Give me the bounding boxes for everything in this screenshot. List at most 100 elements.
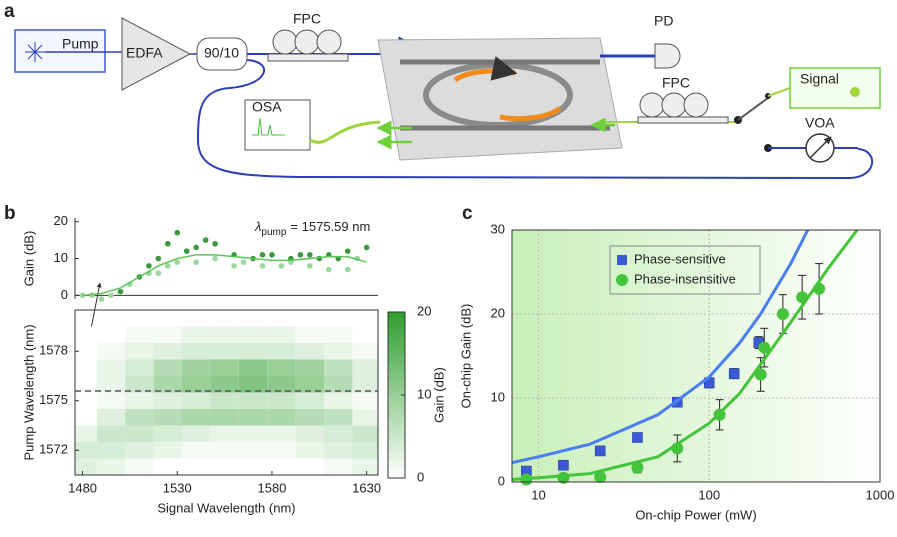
heatmap-cell <box>75 343 97 360</box>
legend-marker <box>617 255 627 265</box>
heatmap-cell <box>75 425 97 442</box>
heatmap-cell <box>153 376 182 393</box>
heatmap-cell <box>324 442 353 459</box>
heatmap-cell <box>125 442 154 459</box>
point <box>193 259 199 265</box>
legend-box <box>609 245 761 295</box>
heatmap-cell <box>352 425 378 442</box>
heatmap-cell <box>153 326 182 343</box>
osa-label: OSA <box>252 99 282 115</box>
heatmap-cell <box>267 326 296 343</box>
heatmap-cell <box>125 343 154 360</box>
heatmap-cell <box>295 458 325 475</box>
heatmap-cell <box>238 343 268 360</box>
heatmap-cell <box>210 392 239 409</box>
heatmap-cell <box>295 359 325 376</box>
annotation-symbol: λ <box>254 219 261 234</box>
panel-label: a <box>4 1 15 22</box>
heatmap-cell <box>324 376 353 393</box>
heatmap-cell <box>153 359 182 376</box>
point <box>594 470 607 483</box>
y-tick-label: 1578 <box>39 343 68 358</box>
point <box>307 263 313 269</box>
x-axis-label: Signal Wavelength (nm) <box>157 500 295 515</box>
fpc-label: FPC <box>662 75 690 91</box>
heatmap-cell <box>267 376 296 393</box>
heatmap-cell <box>295 326 325 343</box>
heatmap-cell <box>324 343 353 360</box>
y-tick-label: 20 <box>491 305 505 320</box>
heatmap-cell <box>75 442 97 459</box>
plot-background <box>512 230 880 482</box>
heatmap-cell <box>210 409 239 426</box>
heatmap-cell <box>295 409 325 426</box>
heatmap-cell <box>267 425 296 442</box>
heatmap-cell <box>295 425 325 442</box>
heatmap-cell <box>96 326 126 343</box>
point <box>98 296 105 302</box>
plot-frame <box>74 309 379 476</box>
coupler-label: 90/10 <box>204 45 239 61</box>
heatmap-cell <box>352 409 378 426</box>
colorbar-tick-label: 0 <box>417 469 424 484</box>
y-axis-label: On-chip Gain (dB) <box>458 304 473 409</box>
heatmap-cell <box>153 458 182 475</box>
heatmap-cell <box>295 442 325 459</box>
heatmap-cell <box>352 458 378 475</box>
setup-diagram: Pump EDFA 90/10 FPC PD OSA FPC S <box>14 11 881 180</box>
heatmap-cell <box>125 392 154 409</box>
heatmap-cell <box>267 359 296 376</box>
point <box>325 266 332 273</box>
colorbar-label: Gain (dB) <box>431 367 446 423</box>
heatmap-cell <box>181 442 211 459</box>
point <box>307 252 313 258</box>
fit-line <box>512 230 859 481</box>
pump-label: Pump <box>62 36 99 52</box>
heatmap-cell <box>238 458 268 475</box>
heatmap-cell <box>267 442 296 459</box>
annotation-subscript: pump <box>261 227 286 238</box>
point <box>202 237 209 243</box>
heatmap-cell <box>324 458 353 475</box>
heatmap-cell <box>210 376 239 393</box>
point <box>146 263 152 269</box>
heatmap-cell <box>125 425 154 442</box>
point <box>269 252 275 258</box>
x-tick-label: 1000 <box>866 487 895 502</box>
point <box>776 308 789 320</box>
heatmap-cell <box>295 376 325 393</box>
heatmap-cell <box>352 376 378 393</box>
heatmap-cell <box>324 409 353 426</box>
heatmap-cell <box>153 409 182 426</box>
y-tick-label: 0 <box>498 473 505 488</box>
point <box>164 263 171 269</box>
point <box>728 368 740 379</box>
point <box>212 255 218 262</box>
point <box>231 263 237 269</box>
colorbar-tick-label: 20 <box>417 303 431 318</box>
heatmap-cell <box>96 392 126 409</box>
heatmap-cell <box>238 359 268 376</box>
x-tick-label: 100 <box>698 487 720 502</box>
point <box>558 459 569 471</box>
heatmap-cell <box>181 343 211 360</box>
point <box>632 432 643 443</box>
y-tick-label: 10 <box>491 389 505 404</box>
heatmap-cell <box>75 326 97 343</box>
point <box>259 252 266 258</box>
point <box>108 292 114 299</box>
heatmap-cell <box>295 343 325 360</box>
x-tick-label: 1630 <box>352 480 381 495</box>
point <box>754 368 767 381</box>
annotation-text: = 1575.59 nm <box>290 219 370 234</box>
y-axis-label: Gain (dB) <box>21 231 36 287</box>
point <box>155 270 162 277</box>
heatmap-cell <box>210 425 239 442</box>
x-tick-label: 1530 <box>163 480 192 495</box>
heatmap-cell <box>75 376 97 393</box>
voa-label: VOA <box>805 115 835 131</box>
point <box>297 252 304 258</box>
heatmap-cell <box>153 343 182 360</box>
heatmap-cell <box>324 359 353 376</box>
